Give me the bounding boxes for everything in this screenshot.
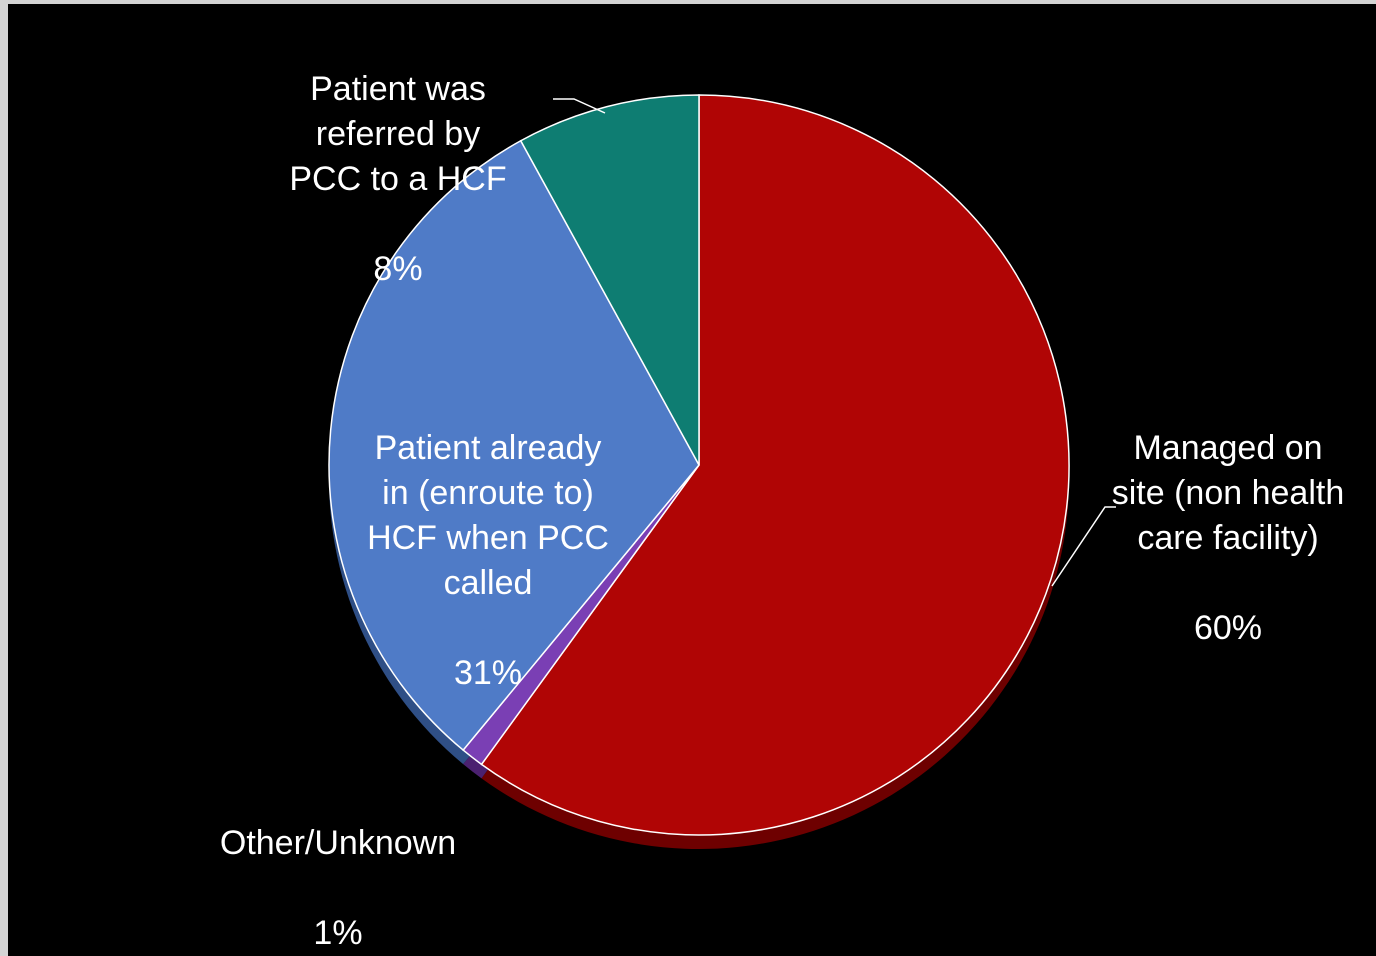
pie-slice-patient-was-referred-by-pcc-to-a-hcf bbox=[519, 94, 700, 466]
slice-value-label: 1% bbox=[313, 914, 363, 952]
slice-label-managed-on-site: Managed on site (non health care facilit… bbox=[1093, 381, 1363, 651]
leader-line-managed-on-site bbox=[1051, 506, 1116, 587]
slice-label-other-unknown: Other/Unknown 1% bbox=[193, 776, 483, 956]
slice-value-label: 8% bbox=[373, 250, 423, 288]
slice-label-text: Patient was referred by PCC to a HCF bbox=[289, 70, 507, 198]
leader-line-patient-referred bbox=[553, 98, 606, 114]
pie-slice-managed-on-site-non-health-care-facility bbox=[480, 94, 1070, 836]
slice-value-label: 60% bbox=[1193, 609, 1263, 647]
chart-frame: Managed on site (non health care facilit… bbox=[8, 4, 1376, 956]
slice-value-label: 31% bbox=[453, 654, 523, 692]
slice-label-patient-already-in-hcf: Patient already in (enroute to) HCF when… bbox=[343, 381, 633, 696]
slice-label-text: Patient already in (enroute to) HCF when… bbox=[367, 429, 609, 602]
pie-chart bbox=[328, 94, 1116, 850]
pie-slice-patient-already-in-enroute-to-hcf-when-pcc-called bbox=[328, 139, 700, 752]
slice-label-text: Managed on site (non health care facilit… bbox=[1111, 429, 1345, 557]
slice-label-text: Other/Unknown bbox=[219, 824, 457, 862]
slice-label-patient-referred: Patient was referred by PCC to a HCF 8% bbox=[263, 22, 533, 292]
